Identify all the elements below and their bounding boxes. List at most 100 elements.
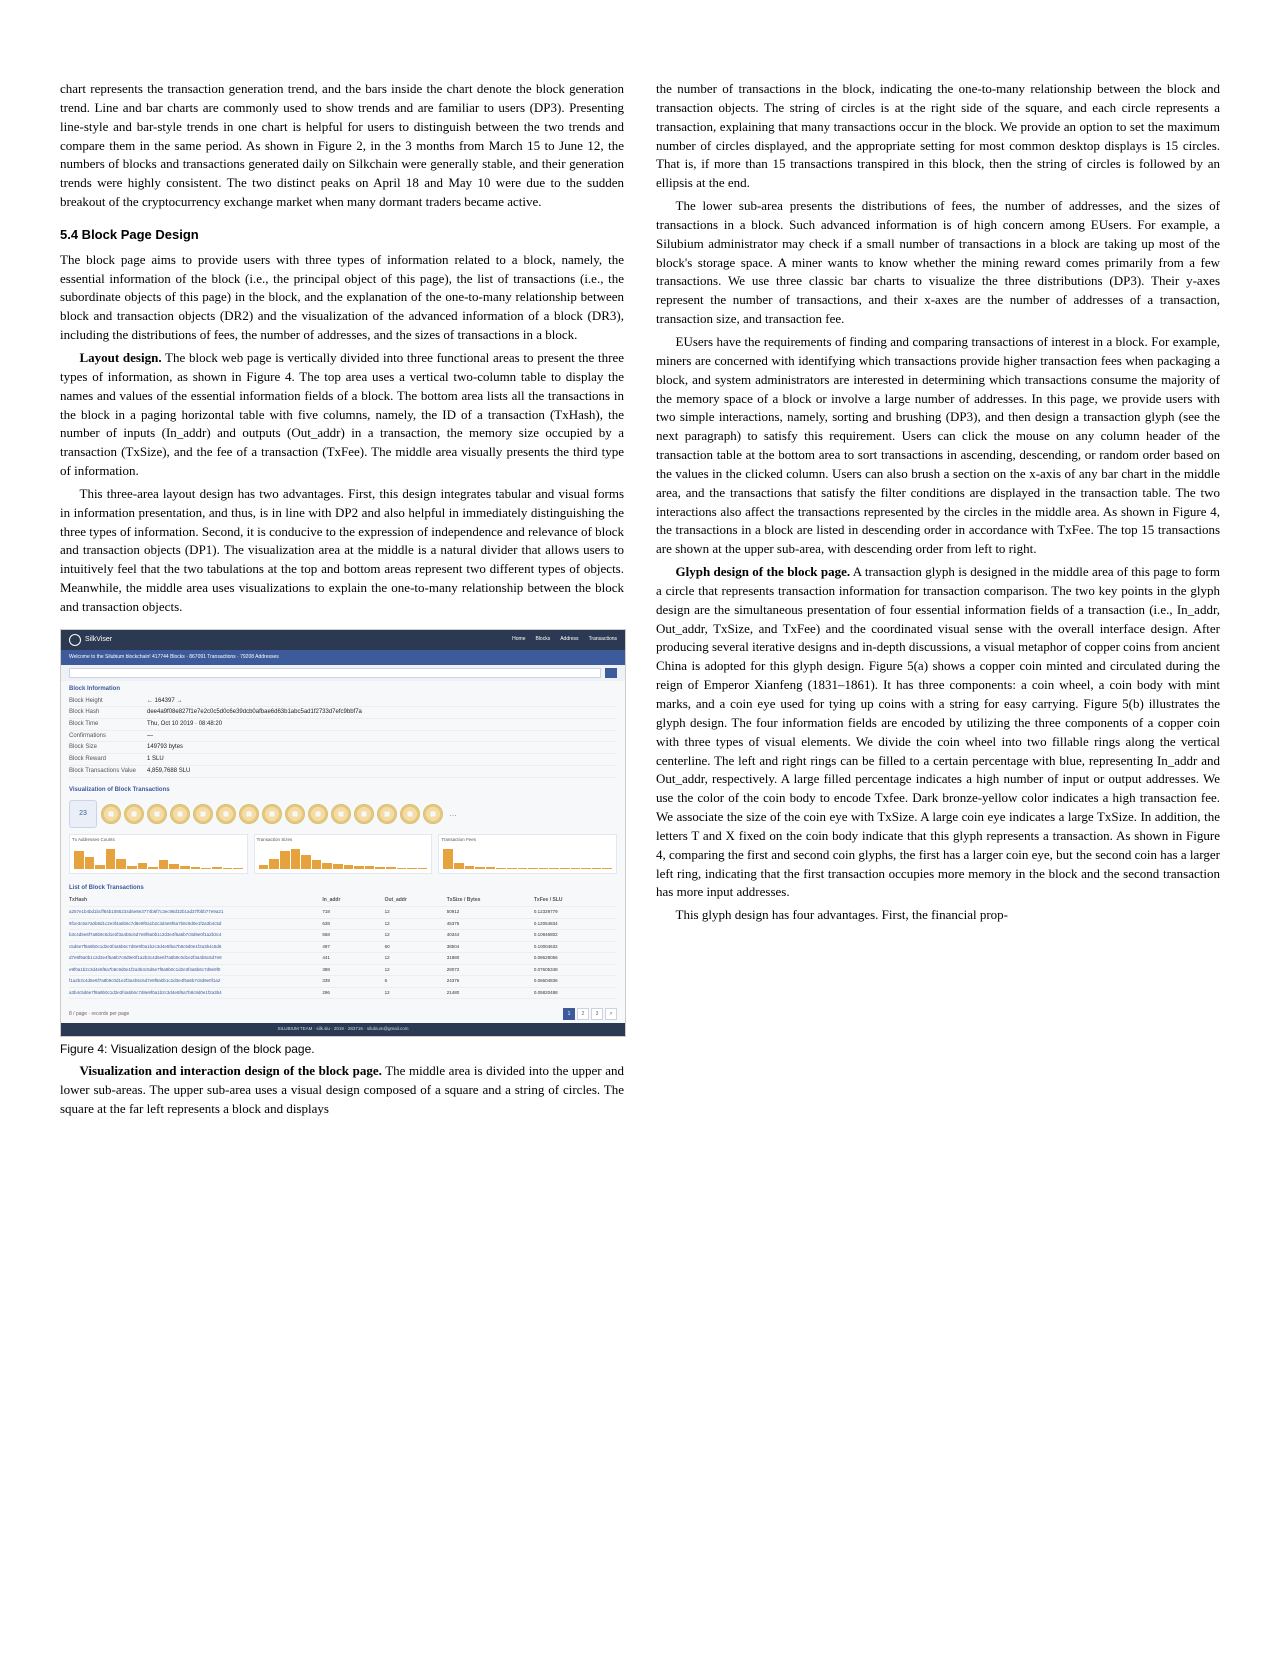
- shot-info-key: Block Time: [69, 720, 139, 729]
- shot-td: 9f1e3c5a7a0b8d1c2e3f4a5b6c7d8e9f0a1b2c3d…: [69, 921, 318, 928]
- shot-ellipsis: …: [447, 808, 457, 820]
- shot-coin-glyph[interactable]: [216, 804, 236, 824]
- shot-coin-glyph[interactable]: [400, 804, 420, 824]
- table-row[interactable]: a257e1b4bd1bcff84b1085234d6e8e3774b6f7c3…: [69, 907, 617, 919]
- shot-coin-glyph[interactable]: [354, 804, 374, 824]
- shot-page-button[interactable]: 3: [591, 1008, 603, 1020]
- shot-th[interactable]: Out_addr: [385, 897, 443, 904]
- shot-info-key: Block Size: [69, 743, 139, 752]
- shot-bar-chart[interactable]: Tx Addresses Counts: [69, 834, 248, 874]
- shot-tx-thead[interactable]: TxHash In_addr Out_addr TxSize / Bytes TxFee…: [69, 895, 617, 907]
- shot-th[interactable]: TxFee / SLU: [534, 897, 617, 904]
- shot-info-val: Thu, Oct 10 2019 · 08:48:20: [147, 720, 617, 729]
- shot-nav: Home Blocks Address Transactions: [512, 636, 617, 643]
- shot-brand-text: SilkViser: [85, 635, 112, 645]
- shot-chart-title: Transaction Fees: [441, 837, 614, 844]
- shot-bar-chart[interactable]: Transaction Sizes: [254, 834, 433, 874]
- shot-td: 6: [385, 978, 443, 985]
- shot-info-row: Block Size149793 bytes: [69, 742, 617, 754]
- shot-th[interactable]: TxSize / Bytes: [447, 897, 530, 904]
- shot-td: 0.06604836: [534, 978, 617, 985]
- shot-section-info: Block Information: [61, 681, 625, 696]
- shot-coin-glyph[interactable]: [124, 804, 144, 824]
- shot-td: 38504: [447, 944, 530, 951]
- shot-coin-glyph[interactable]: [239, 804, 259, 824]
- shot-td: 339: [322, 978, 380, 985]
- shot-coin-glyph[interactable]: [308, 804, 328, 824]
- shot-tx-table: TxHash In_addr Out_addr TxSize / Bytes TxFee…: [61, 895, 625, 1005]
- shot-coin-glyph[interactable]: [101, 804, 121, 824]
- shot-page-button[interactable]: 2: [577, 1008, 589, 1020]
- shot-bar-chart[interactable]: Transaction Fees: [438, 834, 617, 874]
- shot-td: 638: [322, 921, 380, 928]
- shot-info-row: Confirmations—: [69, 731, 617, 743]
- shot-brand: SilkViser: [69, 634, 112, 646]
- shot-page-button[interactable]: 1: [563, 1008, 575, 1020]
- shot-td: d7e8f9a0b1c2d3e4f5a6b7c8d9e0f1a2b3c4d5e6…: [69, 955, 318, 962]
- shot-info-row: Block Reward1 SLU: [69, 754, 617, 766]
- shot-td: 12: [385, 967, 443, 974]
- shot-pager-buttons[interactable]: 123>: [563, 1008, 617, 1020]
- shot-td: 12: [385, 990, 443, 997]
- shot-nav-item[interactable]: Address: [560, 636, 578, 643]
- figure-4: SilkViser HomeBlocksAddressTransactions …: [60, 629, 624, 1058]
- shot-chart-bars: [74, 849, 243, 869]
- shot-coin-glyph[interactable]: [331, 804, 351, 824]
- shot-coin-glyph[interactable]: [423, 804, 443, 824]
- shot-td: a3b4c5d6e7f8a9b0c1d2e3f4a5b6c7d8e9f0a1b2…: [69, 990, 318, 997]
- shot-search-button[interactable]: [605, 668, 617, 678]
- shot-td: 0.08628056: [534, 955, 617, 962]
- shot-coin-glyph[interactable]: [170, 804, 190, 824]
- shot-td: 40344: [447, 932, 530, 939]
- shot-footer: SILUBIUM TEAM · silk.slu · 2019 · 283716…: [61, 1023, 625, 1036]
- shot-section-viz: Visualization of Block Transactions: [61, 782, 625, 797]
- shot-info-key: Block Transactions Value: [69, 767, 139, 776]
- para-r5: This glyph design has four advantages. F…: [656, 906, 1220, 925]
- shot-td: f1a2b3c4d5e6f7a8b9c0d1e2f3a4b5c6d7e8f9a0…: [69, 978, 318, 985]
- shot-info-row: Block Time Thu, Oct 10 2019 · 08:48:20: [69, 719, 617, 731]
- shot-info-val: 1 SLU: [147, 755, 617, 764]
- shot-coin-glyph[interactable]: [147, 804, 167, 824]
- table-row[interactable]: e9f0a1b2c3d4e5f6a7b8c9d0e1f2a3b4c5d6e7f8…: [69, 965, 617, 977]
- shot-coin-glyph[interactable]: [377, 804, 397, 824]
- shot-coin-string: [101, 804, 443, 824]
- shot-td: 0.10946802: [534, 932, 617, 939]
- shot-td: 24376: [447, 978, 530, 985]
- shot-viz-charts: Tx Addresses Counts Transaction Sizes Tran…: [61, 832, 625, 880]
- shot-info-key: Confirmations: [69, 732, 139, 741]
- shot-search-input[interactable]: [69, 668, 601, 678]
- figure-4-caption: Figure 4: Visualization design of the bl…: [60, 1041, 624, 1058]
- shot-info-key: Block Height: [69, 697, 139, 706]
- shot-viz-top: 23 …: [61, 796, 625, 832]
- shot-coin-glyph[interactable]: [193, 804, 213, 824]
- shot-chart-title: Tx Addresses Counts: [72, 837, 245, 844]
- shot-th[interactable]: In_addr: [322, 897, 380, 904]
- figure-4-screenshot: SilkViser HomeBlocksAddressTransactions …: [60, 629, 626, 1037]
- shot-td: 60: [385, 944, 443, 951]
- para-glyph: Glyph design of the block page. A transa…: [656, 563, 1220, 902]
- shot-nav-item[interactable]: Home: [512, 636, 525, 643]
- shot-chart-title: Transaction Sizes: [257, 837, 430, 844]
- para-three-area: This three-area layout design has two ad…: [60, 485, 624, 617]
- table-row[interactable]: 9f1e3c5a7a0b8d1c2e3f4a5b6c7d8e9f0a1b2c3d…: [69, 919, 617, 931]
- shot-nav-item[interactable]: Blocks: [535, 636, 550, 643]
- shot-coin-glyph[interactable]: [262, 804, 282, 824]
- shot-td: c5d6e7f8a9b0c1d2e3f4a5b6c7d8e9f0a1b2c3d4…: [69, 944, 318, 951]
- table-row[interactable]: c5d6e7f8a9b0c1d2e3f4a5b6c7d8e9f0a1b2c3d4…: [69, 942, 617, 954]
- shot-th[interactable]: TxHash: [69, 897, 318, 904]
- shot-pager-left: 8 / page · records per page: [69, 1011, 129, 1018]
- shot-td: e9f0a1b2c3d4e5f6a7b8c9d0e1f2a3b4c5d6e7f8…: [69, 967, 318, 974]
- runin-layout: Layout design.: [80, 350, 162, 365]
- para-viz-design: Visualization and interaction design of …: [60, 1062, 624, 1119]
- shot-coin-glyph[interactable]: [285, 804, 305, 824]
- table-row[interactable]: d7e8f9a0b1c2d3e4f5a6b7c8d9e0f1a2b3c4d5e6…: [69, 953, 617, 965]
- shot-info-row: Block Transactions Value4,859,7688 SLU: [69, 766, 617, 778]
- table-row[interactable]: f1a2b3c4d5e6f7a8b9c0d1e2f3a4b5c6d7e8f9a0…: [69, 976, 617, 988]
- table-row[interactable]: b3c4d5e6f7a8b9c0d1e2f3a4b5c6d7e8f9a0b1c2…: [69, 930, 617, 942]
- shot-nav-item[interactable]: Transactions: [589, 636, 617, 643]
- shot-td: 0.07605348: [534, 967, 617, 974]
- shot-info-key: Block Hash: [69, 708, 139, 717]
- para-5-4-1: The block page aims to provide users wit…: [60, 251, 624, 345]
- table-row[interactable]: a3b4c5d6e7f8a9b0c1d2e3f4a5b6c7d8e9f0a1b2…: [69, 988, 617, 1000]
- shot-page-button[interactable]: >: [605, 1008, 617, 1020]
